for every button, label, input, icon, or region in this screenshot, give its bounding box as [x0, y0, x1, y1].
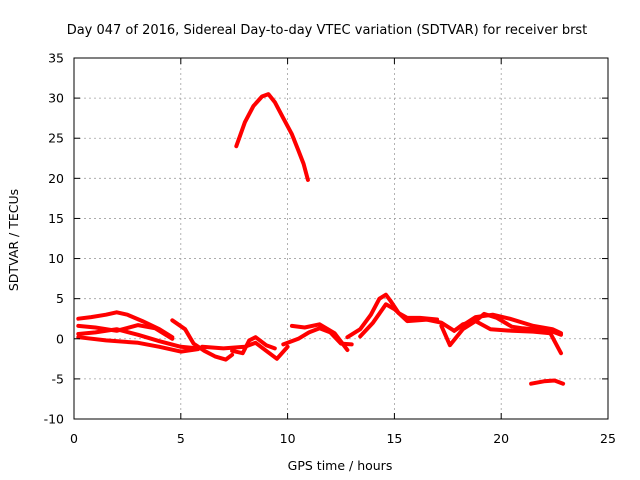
series-track-mid-b: [76, 327, 200, 351]
series-group: [76, 92, 566, 386]
x-tick-label: 10: [280, 431, 296, 446]
series-track-13-17: [345, 292, 440, 340]
series-track-10-13b: [289, 322, 350, 352]
y-tick-label: 35: [48, 51, 64, 66]
y-tick-label: -10: [44, 412, 64, 427]
y-tick-label: -5: [52, 371, 64, 386]
series-track-17-23b: [439, 319, 563, 356]
series-track-low: [76, 335, 200, 354]
x-tick-label: 5: [177, 431, 185, 446]
series-track-17-23c: [452, 312, 563, 336]
grid: [74, 58, 608, 419]
y-tick-label: 10: [48, 251, 64, 266]
axis-ticks: 0 5 10 15 20 25 -10 -5 0 5 10 15 20 25 30 35: [44, 51, 616, 447]
series-track-5-7: [170, 318, 235, 362]
series-track-13-17b: [358, 302, 431, 339]
series-track-21-23: [529, 378, 566, 386]
x-tick-label: 25: [600, 431, 616, 446]
series-track-7-10a: [200, 340, 290, 361]
x-axis-label: GPS time / hours: [288, 458, 393, 473]
plot-frame: [73, 57, 609, 420]
y-tick-label: 20: [48, 171, 64, 186]
x-tick-label: 20: [493, 431, 509, 446]
y-tick-label: 5: [56, 291, 64, 306]
y-tick-label: 15: [48, 211, 64, 226]
y-axis-label: SDTVAR / TECUs: [6, 189, 21, 291]
y-tick-label: 30: [48, 91, 64, 106]
series-track-mid-a: [76, 323, 175, 341]
x-tick-label: 0: [70, 431, 78, 446]
series-arc-high: [234, 92, 310, 182]
y-tick-label: 25: [48, 131, 64, 146]
chart-title: Day 047 of 2016, Sidereal Day-to-day VTE…: [67, 23, 588, 38]
x-tick-label: 15: [386, 431, 402, 446]
y-tick-label: 0: [56, 331, 64, 346]
series-track-7-10b: [230, 335, 277, 356]
